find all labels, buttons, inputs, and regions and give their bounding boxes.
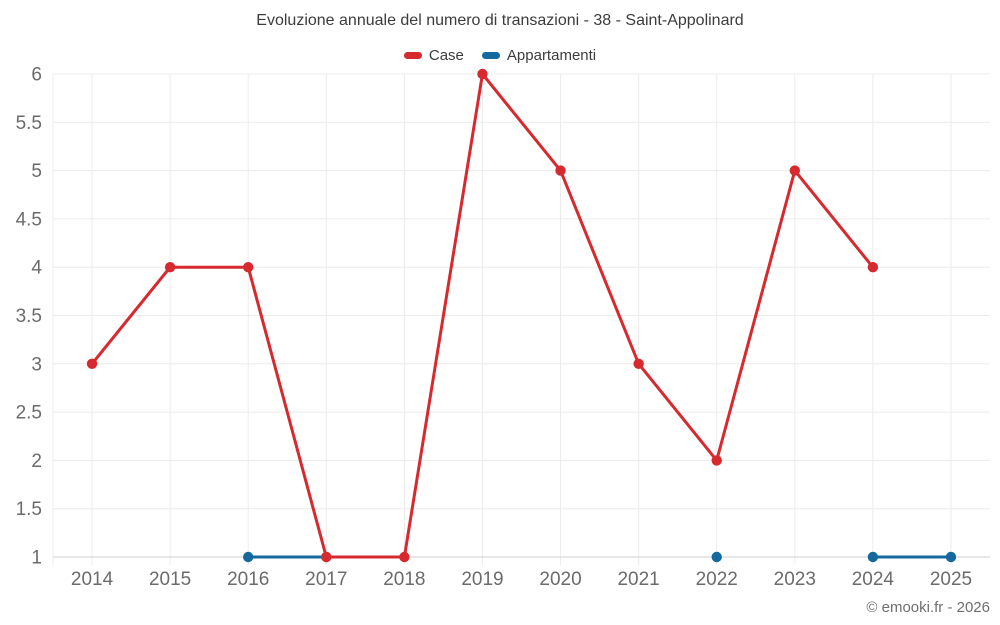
y-axis-tick-label-1: 1 [31,548,42,569]
y-axis-tick-label-5: 5 [31,161,42,182]
data-point-appartamenti-2016[interactable] [243,551,254,563]
legend-item-appartamenti[interactable]: Appartamenti [481,47,597,64]
x-axis-tick-label-2020: 2020 [539,569,581,590]
watermark-credit: © emooki.fr - 2026 [866,599,990,616]
x-axis-tick-label-2019: 2019 [461,569,503,590]
x-axis-tick-label-2018: 2018 [383,569,425,590]
legend-label-appartamenti: Appartamenti [506,47,597,64]
y-axis-tick-label-1.5: 1.5 [16,499,42,520]
x-axis-tick-label-2021: 2021 [617,569,659,590]
data-point-case-2018[interactable] [399,551,410,563]
y-axis-tick-label-2.5: 2.5 [16,403,42,424]
legend-swatch-appartamenti-icon [481,52,500,59]
data-point-appartamenti-2024[interactable] [867,551,879,563]
data-point-case-2024[interactable] [867,262,879,273]
chart-title: Evoluzione annuale del numero di transaz… [256,12,744,29]
y-axis-tick-label-4: 4 [31,258,42,279]
y-axis-tick-label-2: 2 [31,451,42,472]
x-axis-tick-label-2015: 2015 [149,569,191,590]
x-axis-tick-label-2016: 2016 [227,569,269,590]
x-axis-tick-label-2025: 2025 [930,569,972,590]
legend-label-case: Case [428,47,464,64]
x-axis-tick-label-2017: 2017 [305,569,347,590]
data-point-case-2016[interactable] [243,262,254,273]
data-point-case-2022[interactable] [711,455,722,466]
y-axis-tick-label-3: 3 [31,354,42,375]
data-point-appartamenti-2025[interactable] [945,551,957,563]
x-axis-tick-label-2014: 2014 [71,569,114,590]
x-axis-tick-label-2023: 2023 [774,569,816,590]
data-point-case-2015[interactable] [164,262,176,273]
y-axis-tick-label-6: 6 [31,65,42,86]
data-point-case-2021[interactable] [633,358,644,369]
x-axis-tick-label-2022: 2022 [696,569,738,590]
y-axis-tick-label-3.5: 3.5 [16,306,42,327]
data-point-case-2020[interactable] [555,165,566,176]
data-point-case-2017[interactable] [321,551,332,563]
y-axis-tick-label-5.5: 5.5 [16,113,42,134]
y-axis-tick-label-4.5: 4.5 [16,209,42,230]
x-axis-tick-label-2024: 2024 [852,569,895,590]
data-point-case-2014[interactable] [86,358,98,369]
chart-legend: Case Appartamenti [0,47,1000,64]
data-point-appartamenti-2022[interactable] [711,551,722,563]
legend-item-case[interactable]: Case [403,47,464,64]
legend-swatch-case-icon [403,52,422,59]
data-point-case-2023[interactable] [789,165,800,176]
data-point-case-2019[interactable] [477,68,488,80]
